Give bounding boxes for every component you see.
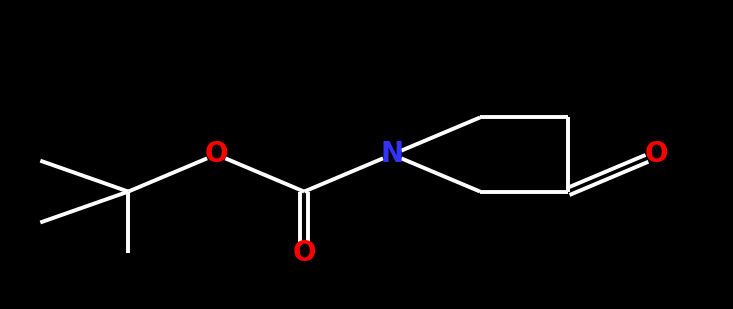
Text: O: O <box>292 239 316 267</box>
Text: O: O <box>644 141 668 168</box>
Text: O: O <box>205 141 228 168</box>
Text: N: N <box>380 141 404 168</box>
